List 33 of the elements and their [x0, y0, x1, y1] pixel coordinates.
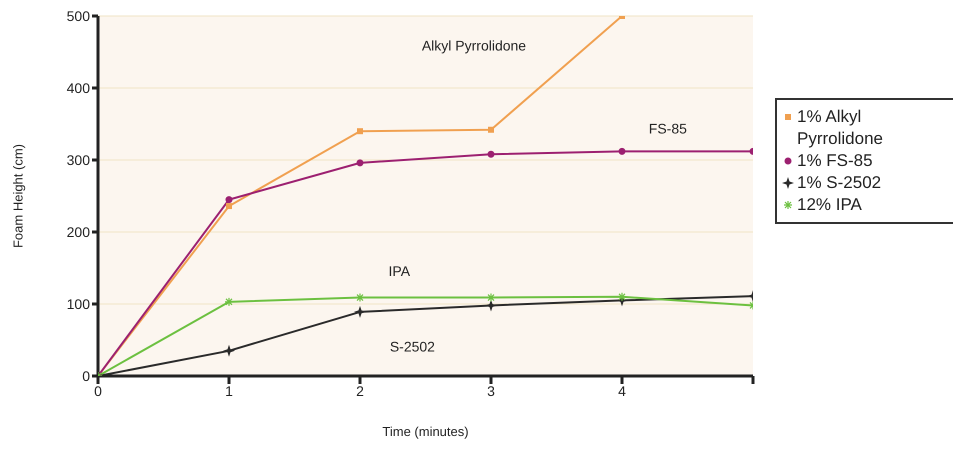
x-tick-label: 1: [225, 382, 234, 399]
point: [356, 159, 364, 166]
x-tick-label: 0: [94, 382, 102, 399]
annotation: FS-85: [648, 120, 688, 136]
annotation: S-2502: [390, 338, 436, 355]
y-tick-label: 100: [66, 296, 90, 312]
point: [224, 297, 234, 306]
point: [357, 128, 363, 134]
annotation: IPA: [388, 263, 411, 280]
y-tick-label: 300: [66, 152, 90, 168]
point: [617, 292, 627, 302]
x-tick-label: 3: [487, 382, 496, 399]
x-axis-title: Time (minutes): [382, 424, 469, 439]
point: [486, 292, 496, 302]
point: [618, 148, 626, 155]
point: [488, 150, 494, 158]
legend-label: 12% IPA: [797, 194, 863, 216]
annotation: Alkyl Pyrrolidone: [422, 38, 526, 54]
legend-label: 1% Alkyl Pyrrolidone: [797, 106, 884, 150]
x-tick-label: 2: [356, 382, 364, 399]
legend-label: 1% FS-85: [797, 150, 874, 172]
y-tick-label: 400: [66, 80, 90, 96]
point: [223, 344, 235, 357]
point: [226, 203, 232, 210]
y-tick-label: 500: [66, 8, 90, 24]
legend-label: 1% S-2502: [797, 172, 882, 194]
point: [355, 292, 365, 302]
x-tick-label: 4: [618, 382, 626, 399]
point: [488, 126, 494, 133]
point: [226, 196, 232, 204]
y-axis-title: Foam Height (cm): [10, 144, 26, 248]
y-tick-label: 0: [82, 368, 90, 384]
y-tick-label: 200: [66, 224, 90, 240]
